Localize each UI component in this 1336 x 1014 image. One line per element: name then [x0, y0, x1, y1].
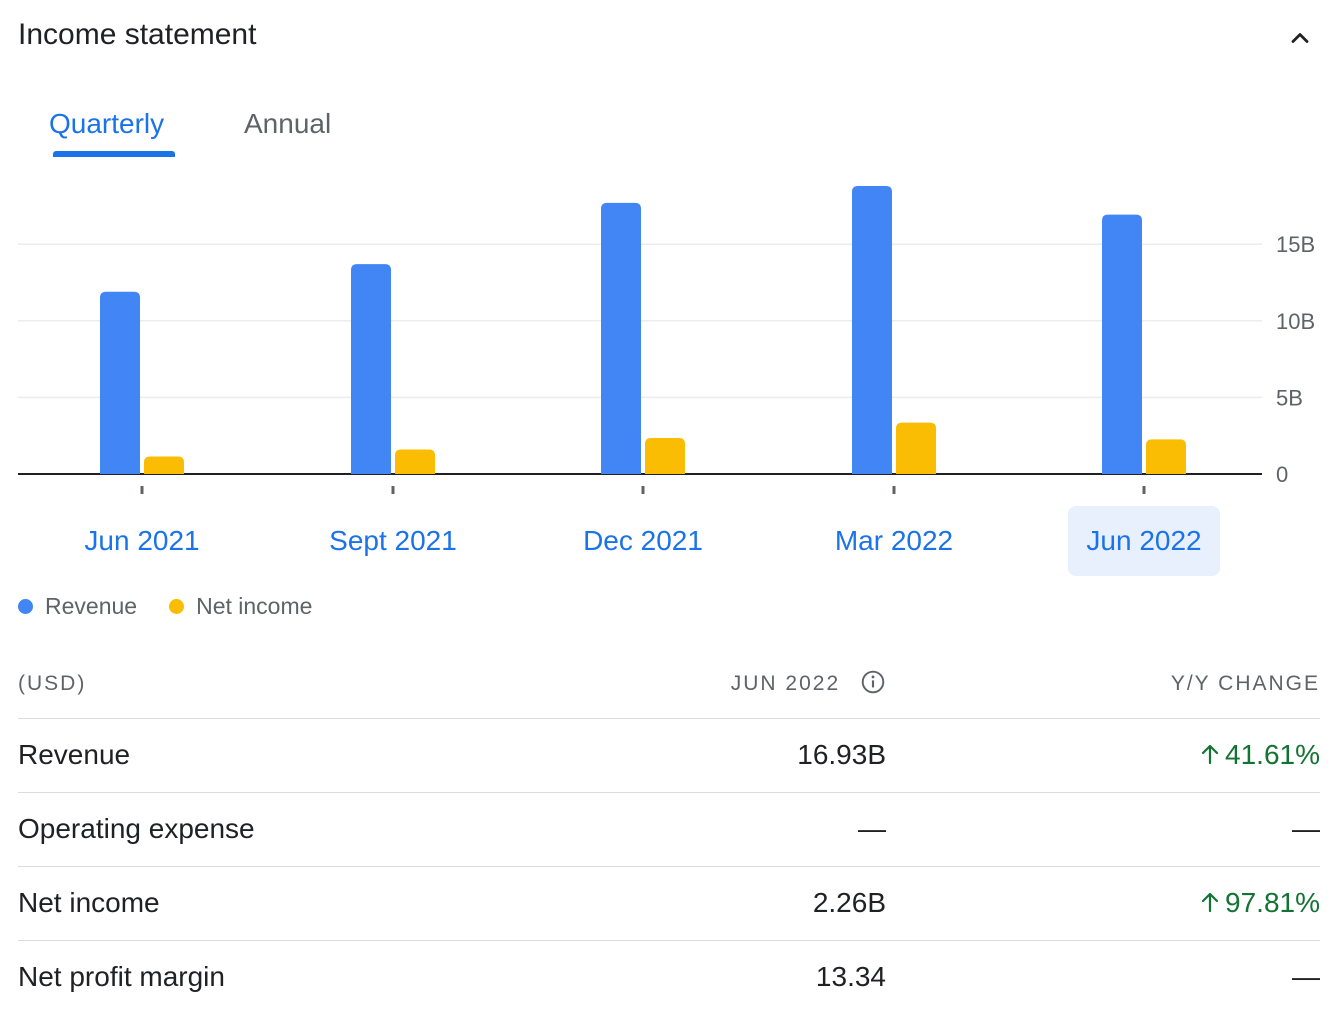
revenue-bar — [852, 186, 892, 474]
net-income-bar — [144, 456, 184, 474]
legend-item-revenue: Revenue — [18, 593, 137, 620]
row-yy-change-value: 97.81% — [1225, 887, 1320, 918]
header-period: JUN 2022 — [730, 669, 886, 696]
x-category-label[interactable]: Mar 2022 — [834, 525, 954, 556]
tab-quarterly[interactable]: Quarterly — [49, 108, 165, 139]
legend-label-net-income: Net income — [196, 592, 313, 619]
row-yy-change: 41.61% — [1199, 739, 1320, 771]
net-income-bar — [645, 438, 685, 474]
revenue-bar — [601, 202, 641, 474]
table-row: Revenue 16.93B 41.61% — [18, 719, 1320, 793]
info-icon[interactable] — [860, 669, 886, 695]
chart-legend: Revenue Net income — [18, 588, 344, 624]
legend-dot-revenue — [18, 598, 33, 614]
row-label: Operating expense — [18, 813, 255, 844]
row-yy-change-value: 41.61% — [1225, 739, 1320, 770]
row-value: 16.93B — [797, 739, 886, 770]
header-yy-change: Y/Y CHANGE — [1170, 672, 1320, 695]
row-label: Net profit margin — [18, 961, 225, 992]
collapse-button[interactable] — [1282, 20, 1318, 56]
legend-label-revenue: Revenue — [45, 592, 138, 619]
active-tab-indicator — [53, 151, 175, 157]
row-yy-change: 97.81% — [1199, 887, 1320, 919]
y-tick-label: 0 — [1276, 462, 1288, 487]
table-row: Operating expense — — — [18, 793, 1320, 867]
net-income-bar — [896, 422, 936, 474]
row-value: 2.26B — [812, 887, 886, 918]
card-header: Income statement — [18, 16, 1318, 60]
table-body: Revenue 16.93B 41.61% Operating expense — — Ne… — [18, 719, 1320, 1014]
header-currency: (USD) — [18, 672, 87, 695]
table-row: Net profit margin 13.34 — — [18, 941, 1320, 1014]
row-label: Net income — [18, 887, 160, 918]
net-income-bar — [395, 449, 435, 474]
tab-annual[interactable]: Annual — [244, 108, 332, 139]
legend-dot-net-income — [169, 598, 185, 614]
income-table: (USD) JUN 2022 Y/Y CHANGE Revenue 16.93B 4… — [18, 658, 1320, 1014]
y-tick-label: 10B — [1276, 309, 1315, 334]
legend-item-net-income: Net income — [169, 593, 312, 620]
income-bar-chart: 0 5B 10B 15B — [18, 186, 1315, 494]
y-tick-label: 15B — [1276, 232, 1315, 257]
row-label: Revenue — [18, 739, 131, 770]
y-tick-label: 5B — [1276, 385, 1303, 410]
row-yy-change: — — [1292, 813, 1320, 845]
table-header: (USD) JUN 2022 Y/Y CHANGE — [18, 658, 1320, 719]
arrow-up-icon — [1201, 892, 1219, 913]
row-value: 13.34 — [815, 961, 886, 992]
arrow-up-icon — [1201, 744, 1219, 765]
card-title: Income statement — [18, 18, 257, 51]
revenue-bar — [100, 291, 140, 474]
row-value: — — [858, 813, 886, 844]
chevron-up-icon — [1291, 33, 1309, 43]
x-category-label[interactable]: Dec 2021 — [583, 525, 703, 556]
net-income-bar — [1146, 439, 1186, 474]
table-row: Net income 2.26B 97.81% — [18, 867, 1320, 941]
x-category-label[interactable]: Sept 2021 — [329, 525, 457, 556]
x-category-label[interactable]: Jun 2021 — [84, 525, 200, 556]
row-yy-change-value: — — [1292, 961, 1320, 992]
period-tabs: Quarterly Annual — [18, 100, 418, 160]
row-yy-change-value: — — [1292, 813, 1320, 844]
x-category-label[interactable]: Jun 2022 — [1068, 506, 1220, 576]
revenue-bar — [351, 264, 391, 474]
row-yy-change: — — [1292, 961, 1320, 993]
revenue-bar — [1102, 214, 1142, 475]
header-period-label: JUN 2022 — [730, 672, 841, 695]
